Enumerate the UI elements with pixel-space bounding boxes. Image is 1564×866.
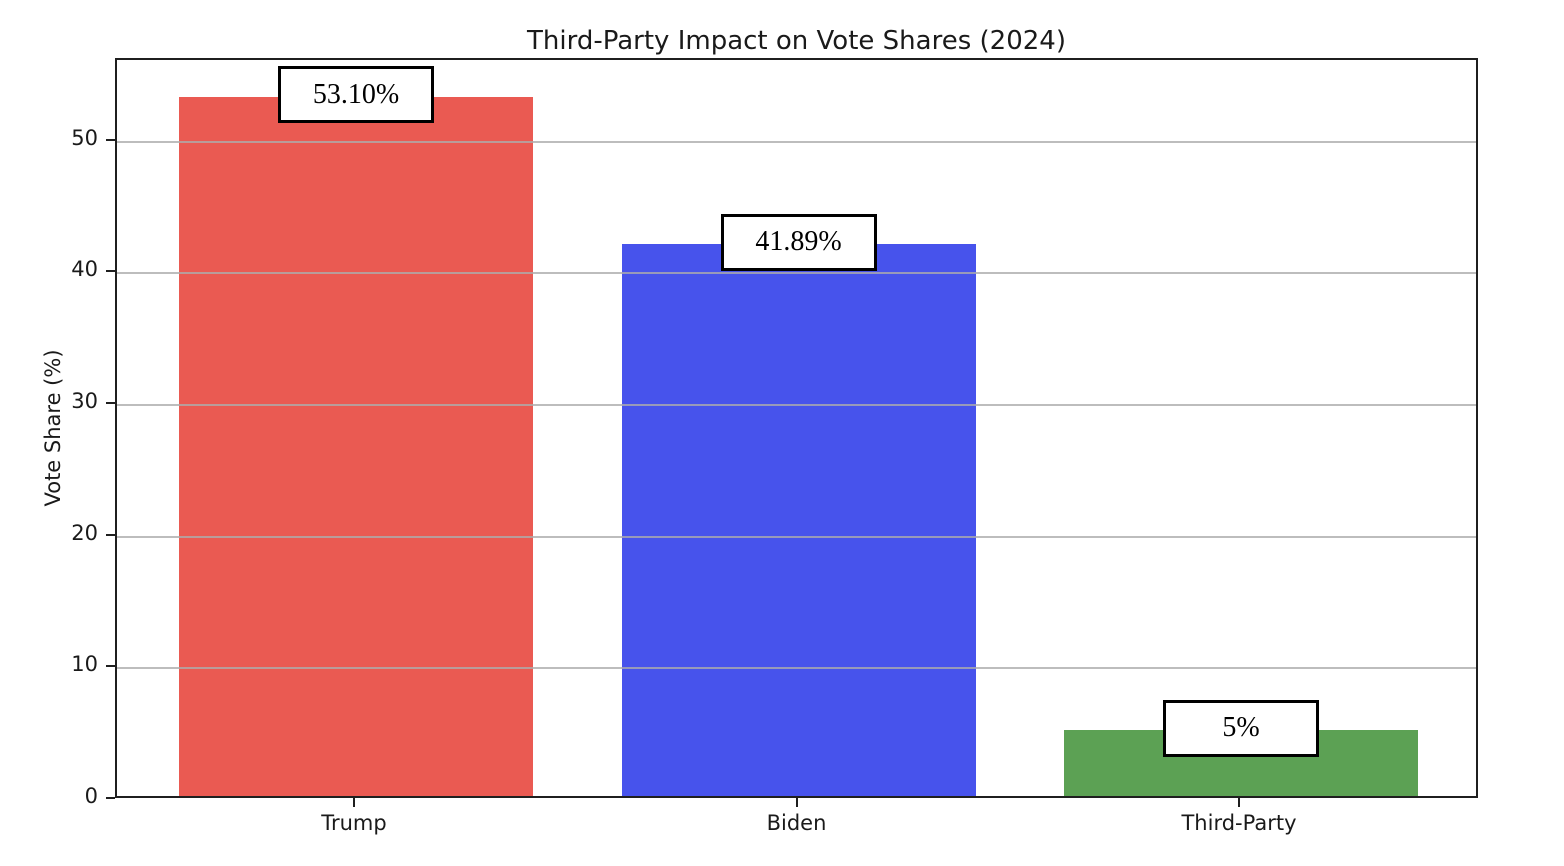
bar-value-label-third-party: 5% <box>1163 699 1319 757</box>
ytick-label-20: 20 <box>71 520 98 545</box>
gridline-y30 <box>117 403 1476 406</box>
ytick-label-40: 40 <box>71 257 98 282</box>
ytick-mark-0 <box>106 797 115 799</box>
xtick-mark-biden <box>795 798 798 807</box>
ytick-mark-40 <box>106 270 115 273</box>
chart-title: Third-Party Impact on Vote Shares (2024) <box>527 26 1066 56</box>
ytick-mark-10 <box>106 665 115 668</box>
ytick-label-0: 0 <box>84 784 98 808</box>
gridline-y50 <box>117 140 1476 143</box>
gridline-y10 <box>117 667 1476 670</box>
xtick-mark-third-party <box>1238 798 1240 807</box>
bar-value-label-trump: 53.10% <box>278 66 434 124</box>
gridline-y20 <box>117 535 1476 538</box>
ytick-label-50: 50 <box>71 125 98 150</box>
ytick-label-30: 30 <box>71 388 98 413</box>
xtick-label-third-party: Third-Party <box>1181 811 1297 835</box>
ytick-mark-30 <box>106 401 115 404</box>
xtick-mark-trump <box>353 798 355 807</box>
plot-area: 53.10% 41.89% 5% <box>115 58 1478 798</box>
gridline-y40 <box>117 272 1476 275</box>
bar-trump <box>179 96 533 796</box>
ytick-mark-20 <box>106 533 115 536</box>
y-axis-title: Vote Share (%) <box>41 349 65 507</box>
xtick-label-biden: Biden <box>766 811 827 835</box>
bar-biden <box>621 244 976 796</box>
xtick-label-trump: Trump <box>321 811 387 835</box>
ytick-label-10: 10 <box>71 652 98 677</box>
bar-value-label-biden: 41.89% <box>720 213 877 271</box>
ytick-mark-50 <box>106 138 115 141</box>
